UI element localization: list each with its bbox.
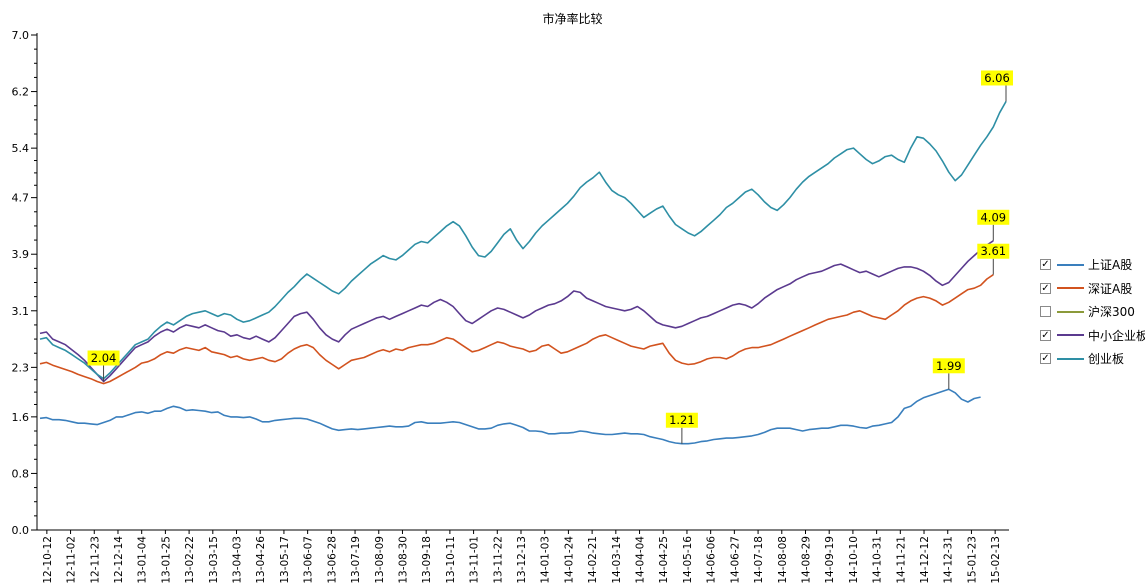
x-tick-label: 13-02-22 xyxy=(184,536,196,584)
legend-checkbox[interactable] xyxy=(1040,306,1051,318)
legend-item-3[interactable]: ✓ 中小企业板 xyxy=(1040,324,1145,348)
x-tick-label: 12-11-02 xyxy=(66,536,78,584)
legend-item-4[interactable]: ✓ 创业板 xyxy=(1040,347,1145,371)
x-tick-label: 14-06-06 xyxy=(706,536,718,584)
x-tick-label: 14-01-24 xyxy=(563,536,575,584)
legend-checkbox[interactable]: ✓ xyxy=(1040,353,1051,365)
y-tick-label: 4.7 xyxy=(12,192,30,205)
x-tick-label: 13-08-09 xyxy=(374,536,386,584)
annotation-box xyxy=(665,412,698,428)
x-tick-label: 13-11-22 xyxy=(492,536,504,584)
x-tick-label: 14-12-12 xyxy=(919,536,931,584)
x-tick-label: 13-07-19 xyxy=(350,536,362,584)
legend-swatch xyxy=(1057,357,1084,360)
y-tick-label: 0.8 xyxy=(12,467,30,480)
series-line-3 xyxy=(39,240,994,383)
legend-label: 创业板 xyxy=(1088,352,1125,367)
y-tick-label: 2.3 xyxy=(12,361,30,374)
y-tick-label: 3.1 xyxy=(12,305,30,318)
annotation-label: 2.04 xyxy=(91,351,117,365)
annotation-box xyxy=(932,358,965,374)
legend-swatch xyxy=(1057,287,1084,290)
annotation-label: 6.06 xyxy=(984,71,1010,85)
annotation-box xyxy=(981,70,1013,86)
x-tick-label: 12-12-14 xyxy=(113,536,125,584)
series-layer xyxy=(39,101,1007,445)
x-tick-label: 13-03-15 xyxy=(208,536,220,584)
legend-item-0[interactable]: ✓ 上证A股 xyxy=(1040,253,1145,277)
x-tick-label: 14-02-21 xyxy=(587,536,599,584)
x-tick-label: 14-10-10 xyxy=(848,536,860,584)
x-tick-label: 14-11-21 xyxy=(895,536,907,584)
annotation-label: 4.09 xyxy=(980,210,1006,224)
y-tick-label: 0.0 xyxy=(12,524,30,537)
x-tick-label: 13-04-03 xyxy=(232,536,244,584)
annotation-1: 4.09 xyxy=(977,209,1010,241)
x-tick-label: 14-08-08 xyxy=(777,536,789,584)
x-tick-label: 13-01-04 xyxy=(137,536,149,584)
annotation-2: 3.61 xyxy=(977,243,1010,275)
annotation-box xyxy=(977,243,1010,259)
axes: 0.0 0.8 1.6 2.3 3.1 3.9 4.7 5.4 6.2 7.0 12-10-12 12… xyxy=(12,29,1009,584)
legend-item-1[interactable]: ✓ 深证A股 xyxy=(1040,277,1145,301)
x-tick-label: 13-05-17 xyxy=(279,536,291,584)
legend-swatch xyxy=(1057,263,1084,266)
series-line-1 xyxy=(39,274,994,385)
annotation-box xyxy=(87,350,120,366)
legend-checkbox[interactable]: ✓ xyxy=(1040,329,1051,341)
legend-item-2[interactable]: 沪深300 xyxy=(1040,300,1145,324)
legend-checkbox[interactable]: ✓ xyxy=(1040,282,1051,294)
legend-label: 中小企业板 xyxy=(1088,328,1145,343)
legend-label: 沪深300 xyxy=(1088,305,1135,320)
annotation-layer: 6.06 4.09 3.61 2.04 1.99 1.21 xyxy=(87,70,1013,444)
annotation-4: 1.99 xyxy=(932,358,965,390)
x-tick-label: 13-12-13 xyxy=(516,536,528,584)
x-tick-label: 12-11-23 xyxy=(89,536,101,584)
x-tick-label: 13-01-25 xyxy=(160,536,172,584)
annotation-3: 2.04 xyxy=(87,350,120,382)
annotation-box xyxy=(977,209,1010,225)
legend-checkbox[interactable]: ✓ xyxy=(1040,259,1051,271)
x-tick-label: 14-03-14 xyxy=(611,536,623,584)
chart-title: 市净率比较 xyxy=(542,12,603,26)
y-tick-label: 3.9 xyxy=(12,248,30,261)
legend-swatch xyxy=(1057,334,1084,337)
x-tick-label: 13-09-18 xyxy=(421,536,433,584)
x-tick-label: 14-09-19 xyxy=(824,536,836,584)
x-tick-label: 13-08-30 xyxy=(397,536,409,584)
x-tick-label: 14-05-16 xyxy=(682,536,694,584)
x-tick-label: 13-06-07 xyxy=(303,536,315,584)
series-line-4 xyxy=(39,101,1007,380)
x-tick-label: 13-11-01 xyxy=(469,536,481,584)
legend-swatch xyxy=(1057,310,1084,313)
x-tick-label: 13-04-26 xyxy=(255,536,267,584)
annotation-0: 6.06 xyxy=(981,70,1013,102)
annotation-5: 1.21 xyxy=(665,412,698,444)
annotation-label: 1.99 xyxy=(936,359,962,373)
x-tick-label: 12-10-12 xyxy=(42,536,54,584)
legend-label: 深证A股 xyxy=(1088,281,1133,296)
x-tick-label: 14-10-31 xyxy=(872,536,884,584)
x-tick-label: 14-08-29 xyxy=(800,536,812,584)
x-tick-label: 14-04-25 xyxy=(658,536,670,584)
x-tick-label: 14-07-18 xyxy=(753,536,765,584)
y-tick-label: 5.4 xyxy=(12,142,30,155)
y-tick-label: 7.0 xyxy=(12,29,30,42)
annotation-label: 1.21 xyxy=(669,413,695,427)
annotation-label: 3.61 xyxy=(980,244,1006,258)
x-tick-label: 13-06-28 xyxy=(326,536,338,584)
x-tick-label: 13-10-11 xyxy=(445,536,457,584)
x-tick-label: 14-06-27 xyxy=(729,536,741,584)
x-tick-label: 14-04-04 xyxy=(635,536,647,584)
y-tick-label: 6.2 xyxy=(12,86,30,99)
x-tick-label: 14-12-31 xyxy=(943,536,955,584)
legend: ✓ 上证A股 ✓ 深证A股沪深300 ✓ 中小企业板 ✓ 创业板 xyxy=(1040,253,1145,371)
x-tick-label: 14-01-03 xyxy=(540,536,552,584)
y-tick-label: 1.6 xyxy=(12,411,30,424)
legend-label: 上证A股 xyxy=(1088,258,1133,273)
series-line-0 xyxy=(39,388,981,445)
x-tick-label: 15-01-23 xyxy=(966,536,978,584)
x-tick-label: 15-02-13 xyxy=(990,536,1002,584)
